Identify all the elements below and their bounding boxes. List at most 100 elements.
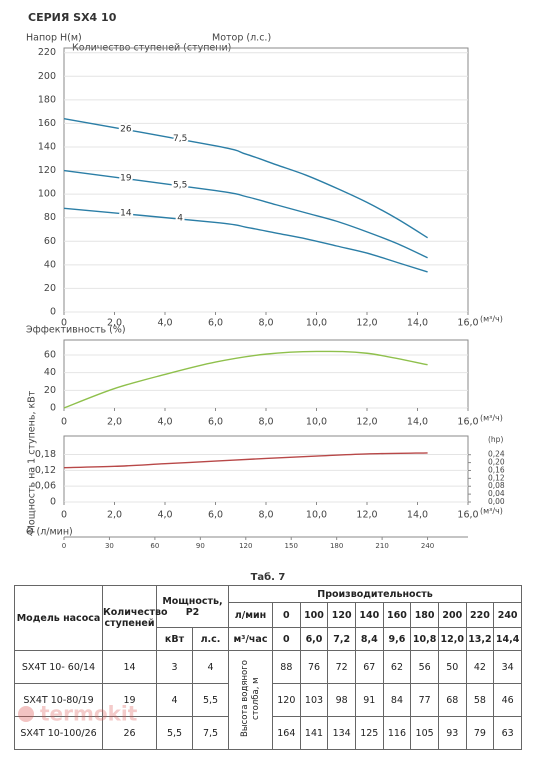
- x2-tick-label: 210: [375, 542, 388, 550]
- x-tick-label: 2,0: [107, 318, 122, 329]
- y-tick-label: 40: [44, 259, 56, 270]
- y-tick-label: 180: [38, 94, 56, 105]
- cell: 42: [465, 650, 495, 684]
- x-tick-label: 4,0: [157, 510, 172, 521]
- cell: 91: [354, 683, 384, 717]
- cell: 19: [102, 683, 157, 717]
- y-tick-label: 20: [44, 385, 56, 396]
- x-tick-label: 6,0: [208, 318, 223, 329]
- header-cell: 8,4: [354, 627, 384, 651]
- cell: 68: [437, 683, 467, 717]
- y2-axis-label: (hp): [488, 435, 503, 444]
- header-cell: 6,0: [299, 627, 329, 651]
- header-cell: Количество ступеней: [102, 585, 168, 651]
- x-tick-label: 6,0: [208, 510, 223, 521]
- x2-tick-label: 60: [150, 542, 159, 550]
- header-cell: кВт: [156, 627, 193, 651]
- y-tick-label: 120: [38, 165, 56, 176]
- x-tick-label: 16,0: [457, 417, 478, 428]
- motor-label: Мотор (л.с.): [212, 33, 271, 44]
- y-tick-label: 40: [44, 367, 56, 378]
- y-tick-label: 100: [38, 189, 56, 200]
- cell: 120: [272, 683, 301, 717]
- y2-tick-label: 0,00: [488, 497, 505, 506]
- header-cell: 220: [465, 602, 495, 628]
- y-axis-label: Эффективность (%): [26, 325, 126, 336]
- x-tick-label: 4,0: [157, 417, 172, 428]
- x2-tick-label: 30: [105, 542, 114, 550]
- header-cell: Модель насоса: [14, 585, 103, 651]
- x-tick-label: 0: [61, 318, 67, 329]
- curve-label: 5,5: [173, 180, 187, 190]
- header-cell: Мощность, Р2: [156, 585, 229, 628]
- cell: 63: [493, 716, 522, 750]
- x-tick-label: 12,0: [356, 417, 377, 428]
- cell: 46: [493, 683, 522, 717]
- cell: 7,5: [192, 716, 229, 750]
- y-tick-label: 0,06: [35, 481, 56, 492]
- y-tick-label: 220: [38, 47, 56, 58]
- x2-tick-label: 150: [285, 542, 298, 550]
- header-cell: 12,0: [437, 627, 467, 651]
- x-tick-label: 12,0: [356, 318, 377, 329]
- y-tick-label: 140: [38, 142, 56, 153]
- cell: 77: [410, 683, 439, 717]
- head-label: Высота водяного столба, м: [239, 660, 261, 737]
- curve: [63, 452, 428, 469]
- model-cell: SX4T 10- 60/14: [14, 650, 103, 684]
- x2-axis-label: Q (л/мин): [26, 527, 73, 538]
- x-tick-label: 2,0: [107, 417, 122, 428]
- header-cell: 13,2: [465, 627, 495, 651]
- x-unit-label: (м³/ч): [480, 507, 503, 516]
- cell: 14: [102, 650, 157, 684]
- cell: 88: [272, 650, 301, 684]
- y2-tick-label: 0,24: [488, 450, 505, 459]
- x-tick-label: 12,0: [356, 510, 377, 521]
- header-cell: 0: [272, 602, 301, 628]
- x2-tick-label: 180: [330, 542, 343, 550]
- table-row: SX4T 10-100/26 26 5,5 7,5 164 141 134 125 116 105…: [14, 716, 522, 750]
- header-cell: 240: [493, 602, 522, 628]
- cell: 76: [299, 650, 329, 684]
- cell: 72: [327, 650, 356, 684]
- header-cell: 200: [437, 602, 467, 628]
- y-tick-label: 0: [50, 403, 56, 414]
- header-cell: 7,2: [327, 627, 356, 651]
- cell: 34: [493, 650, 522, 684]
- y2-tick-label: 0,20: [488, 458, 505, 467]
- x-tick-label: 6,0: [208, 417, 223, 428]
- y-axis-label: Напор Н(м): [26, 33, 82, 44]
- curve-label: 4: [177, 214, 183, 224]
- curve: [63, 207, 428, 273]
- x-tick-label: 8,0: [258, 318, 273, 329]
- curve: [63, 350, 428, 409]
- header-cell: 14,4: [493, 627, 522, 651]
- y-tick-label: 60: [44, 236, 56, 247]
- header-cell: 120: [327, 602, 356, 628]
- cell: 26: [102, 716, 157, 750]
- y-tick-label: 0,12: [35, 465, 56, 476]
- x-tick-label: 14,0: [407, 510, 428, 521]
- cell: 50: [437, 650, 467, 684]
- x-unit-label: (м³/ч): [480, 315, 503, 324]
- cell: 84: [382, 683, 412, 717]
- x-unit-label: (м³/ч): [480, 414, 503, 423]
- curve: [63, 169, 428, 259]
- cell: 4: [192, 650, 229, 684]
- spec-table: Модель насоса Количество ступеней Мощнос…: [14, 585, 522, 750]
- cell: 4: [156, 683, 193, 717]
- x-tick-label: 10,0: [306, 318, 327, 329]
- x2-tick-label: 240: [421, 542, 434, 550]
- y2-tick-label: 0,16: [488, 465, 505, 474]
- model-cell: SX4T 10-100/26: [14, 716, 103, 750]
- y2-tick-label: 0,04: [488, 489, 505, 498]
- head-label-cell: Высота водяного столба, м: [228, 650, 273, 750]
- cell: 5,5: [192, 683, 229, 717]
- header-cell: 100: [299, 602, 329, 628]
- y-tick-label: 0: [50, 497, 56, 508]
- x-tick-label: 0: [61, 417, 67, 428]
- header-cell: Производительность: [228, 585, 522, 603]
- cell: 79: [465, 716, 495, 750]
- x2-tick-label: 120: [239, 542, 252, 550]
- x-tick-label: 2,0: [107, 510, 122, 521]
